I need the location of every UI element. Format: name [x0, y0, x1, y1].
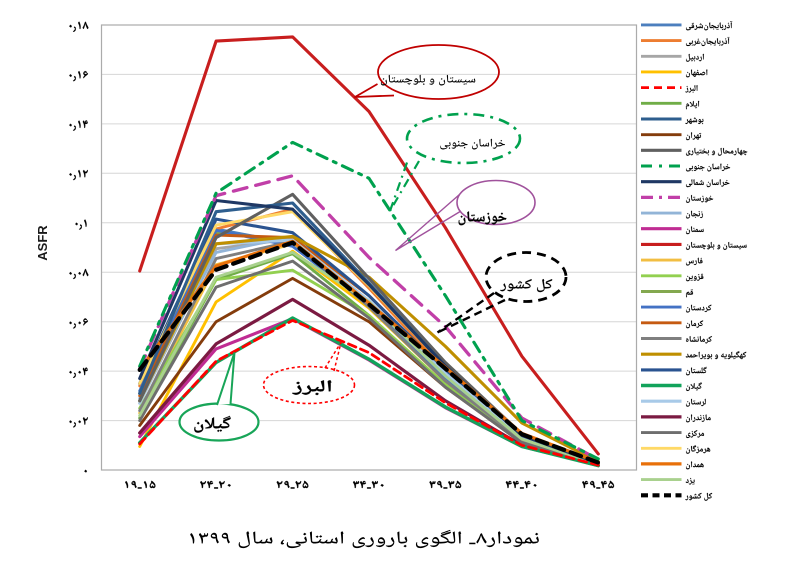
svg-text:ASFR: ASFR — [35, 225, 50, 261]
